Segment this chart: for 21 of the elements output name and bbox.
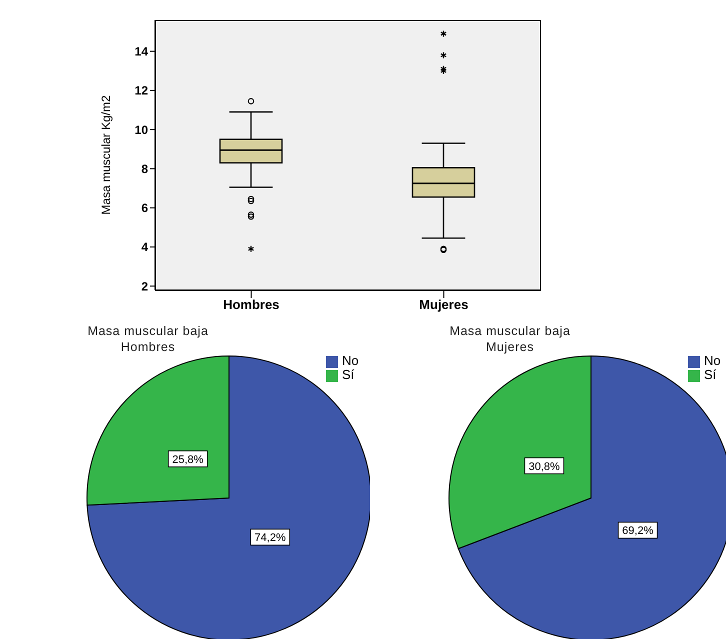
- chart-subtitle: Mujeres: [485, 339, 535, 355]
- y-tick-label: 12: [134, 84, 148, 98]
- pie-slice: [86, 356, 370, 639]
- y-tick-label: 10: [134, 122, 148, 137]
- legend-label: No: [342, 353, 359, 368]
- y-tick-label: 8: [141, 162, 148, 176]
- y-tick-label: 14: [134, 44, 148, 59]
- chart-title: Masa muscular baja: [448, 323, 572, 339]
- chart-subtitle: Hombres: [120, 339, 176, 355]
- legend-label: Sí: [342, 367, 354, 382]
- y-axis-title: Masa muscular Kg/m2: [99, 94, 113, 215]
- legend-label: Sí: [704, 367, 716, 382]
- data-label: 30,8%: [528, 460, 560, 473]
- data-label: 74,2%: [254, 532, 286, 544]
- data-label: 69,2%: [622, 525, 654, 538]
- legend-label: No: [704, 353, 721, 368]
- y-tick-label: 2: [141, 279, 148, 294]
- chart-title: Masa muscular baja: [86, 323, 210, 339]
- y-tick-label: 6: [141, 201, 148, 216]
- data-label: 25,8%: [172, 454, 204, 466]
- y-tick-label: 4: [141, 240, 148, 254]
